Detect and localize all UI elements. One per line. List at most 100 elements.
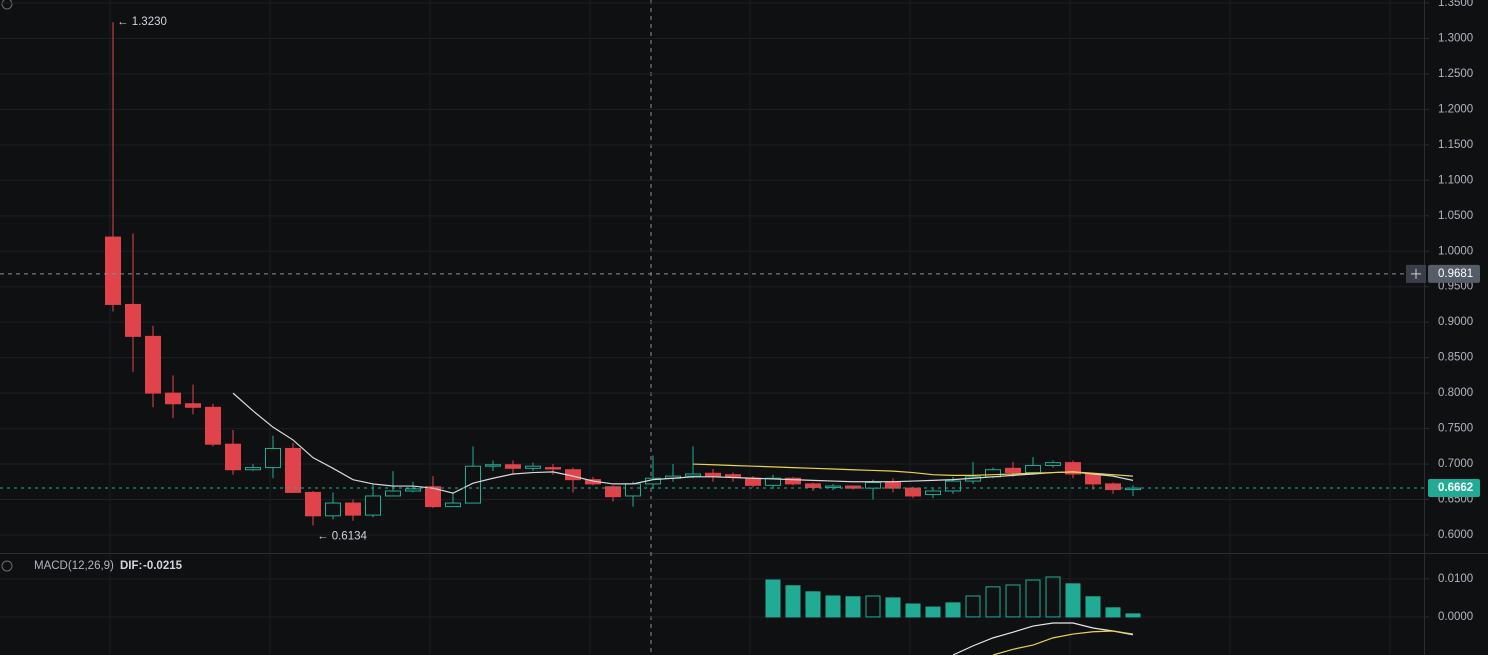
candle-body <box>305 491 321 517</box>
candle-body <box>1105 483 1121 491</box>
candle-body <box>1025 464 1041 474</box>
low-marker-value: 0.6134 <box>332 531 368 543</box>
candle-body <box>745 477 761 486</box>
candle-body <box>245 467 261 471</box>
y-tick-label: 0.0100 <box>1438 573 1473 585</box>
macd-bar <box>1025 579 1041 618</box>
candle-body <box>865 481 881 489</box>
macd-bar <box>825 595 841 618</box>
indicator-line <box>232 392 1134 494</box>
y-tick-label: 0.6000 <box>1438 529 1473 541</box>
y-tick-label: 0.8500 <box>1438 352 1473 364</box>
candle-body <box>1005 467 1021 474</box>
candle-body <box>765 477 781 486</box>
indicator-line <box>952 622 1134 655</box>
indicator-title: MACD(12,26,9) <box>34 560 114 572</box>
candle-body <box>325 502 341 517</box>
candle-body <box>945 480 961 492</box>
y-tick-label: 1.2500 <box>1438 68 1473 80</box>
low-marker: ← 0.6134 <box>317 531 367 543</box>
indicator-line <box>692 463 1134 477</box>
candle-body <box>1065 462 1081 475</box>
candle-body <box>845 485 861 489</box>
candle-body <box>525 465 541 469</box>
candle-body <box>625 483 641 497</box>
candle-body <box>465 465 481 504</box>
candle-body <box>545 467 561 470</box>
candle-body <box>185 403 201 408</box>
y-tick-label: 1.1500 <box>1438 139 1473 151</box>
macd-bar <box>1105 607 1121 618</box>
macd-bar <box>945 602 961 618</box>
candle-body <box>1085 473 1101 485</box>
candle-body <box>425 486 441 508</box>
dif-value: -0.0215 <box>143 560 183 572</box>
candle-body <box>365 495 381 516</box>
macd-bar <box>805 591 821 618</box>
candle-body <box>805 483 821 488</box>
dif-label: DIF: <box>120 560 142 572</box>
macd-bar <box>845 596 861 618</box>
last-price-label: 0.6662 <box>1438 482 1473 494</box>
macd-bar <box>925 606 941 618</box>
candle-body <box>825 485 841 488</box>
candle-body <box>505 464 521 469</box>
y-tick-label: 1.3500 <box>1438 0 1473 9</box>
macd-bar <box>885 597 901 618</box>
y-tick-label: 0.9500 <box>1438 281 1473 293</box>
macd-bar <box>905 603 921 618</box>
y-tick-label: 0.9000 <box>1438 316 1473 328</box>
candle-body <box>925 490 941 496</box>
macd-bar <box>1065 583 1081 618</box>
y-tick-label: 1.3000 <box>1438 32 1473 44</box>
high-marker-value: 1.3230 <box>132 16 167 28</box>
candle-body <box>1045 462 1061 466</box>
candle-body <box>105 236 121 305</box>
candle-body <box>145 335 161 394</box>
macd-bar <box>765 579 781 618</box>
macd-bar <box>1125 613 1141 618</box>
macd-bar <box>985 586 1001 618</box>
y-tick-label: 0.7500 <box>1438 423 1473 435</box>
last-price-box <box>1428 479 1480 498</box>
macd-bar <box>965 595 981 618</box>
candle-body <box>385 490 401 497</box>
y-tick-label: 1.0500 <box>1438 210 1473 222</box>
crosshair-price-label: 0.9681 <box>1438 268 1473 280</box>
macd-bar <box>1005 584 1021 618</box>
macd-bar <box>785 585 801 618</box>
indicator-collapse-icon[interactable] <box>1 560 13 572</box>
candle-body <box>445 502 461 508</box>
high-marker: ← 1.3230 <box>117 16 167 28</box>
candle-body <box>725 474 741 478</box>
macd-bar <box>865 595 881 618</box>
candle-body <box>485 464 501 467</box>
y-tick-label: 0.7000 <box>1438 458 1473 470</box>
y-tick-label: 1.0000 <box>1438 245 1473 257</box>
candle-body <box>225 443 241 471</box>
candle-body <box>705 472 721 477</box>
crosshair-price-box <box>1428 264 1480 283</box>
candle-body <box>205 406 221 445</box>
candle-body <box>125 303 141 337</box>
candle-body <box>685 473 701 477</box>
candle-body <box>285 447 301 493</box>
y-tick-label: 0.0000 <box>1438 611 1473 623</box>
candle-body <box>785 477 801 485</box>
candle-body <box>265 447 281 469</box>
y-tick-label: 0.8000 <box>1438 387 1473 399</box>
crosshair-plus <box>1411 268 1421 279</box>
y-tick-label: 1.1000 <box>1438 174 1473 186</box>
macd-bar <box>1085 596 1101 618</box>
candle-body <box>165 392 181 405</box>
candle-body <box>985 469 1001 478</box>
candle-body <box>905 487 921 497</box>
candle-body <box>1125 487 1141 491</box>
indicator-line <box>992 630 1134 655</box>
candle-body <box>405 488 421 492</box>
macd-bar <box>1045 576 1061 618</box>
collapse-icon[interactable] <box>1 0 13 10</box>
